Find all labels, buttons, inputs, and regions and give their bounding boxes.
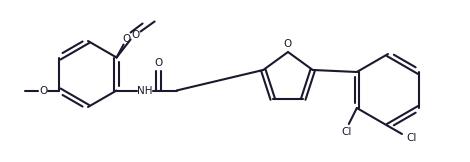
Text: O: O [39, 86, 47, 96]
Text: Cl: Cl [342, 127, 352, 137]
Text: O: O [283, 39, 291, 49]
Text: O: O [132, 29, 140, 40]
Text: O: O [155, 58, 163, 69]
Text: Cl: Cl [407, 133, 417, 143]
Text: NH: NH [137, 86, 152, 96]
Text: O: O [123, 35, 131, 45]
